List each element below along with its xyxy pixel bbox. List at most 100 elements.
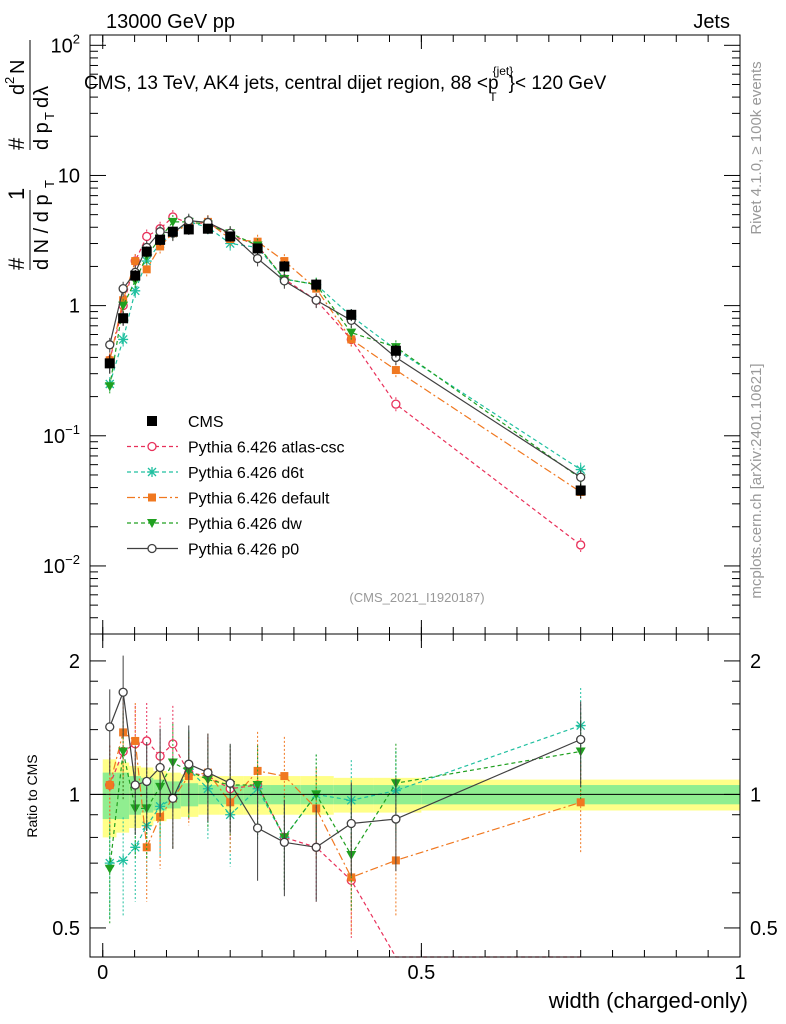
ratio-tick-label-right: 1	[750, 784, 761, 806]
svg-text:1: 1	[4, 188, 29, 200]
legend-label: Pythia 6.426 default	[188, 491, 330, 508]
data-point	[118, 284, 128, 294]
cms-point	[118, 313, 129, 324]
ratio-point	[279, 837, 290, 847]
analysis-watermark: (CMS_2021_I1920187)	[349, 590, 484, 605]
ratio-point	[130, 842, 141, 853]
series-3	[104, 214, 586, 487]
data-point	[118, 301, 129, 311]
legend-label: Pythia 6.426 dw	[188, 516, 302, 533]
legend-entry: Pythia 6.426 atlas-csc	[127, 440, 345, 457]
cms-point	[141, 246, 152, 257]
cms-point	[183, 224, 194, 235]
series-line	[109, 221, 582, 493]
ratio-point	[252, 781, 263, 791]
ratio-point	[155, 762, 165, 773]
svg-text:d: d	[31, 97, 53, 108]
ratio-point	[118, 747, 129, 757]
header-right: Jets	[693, 11, 730, 33]
data-point	[167, 217, 178, 227]
data-point	[575, 464, 586, 475]
y-tick-label: 1	[69, 296, 80, 318]
x-tick-label: 0.5	[407, 962, 435, 984]
series-line	[109, 216, 582, 546]
data-point	[104, 382, 115, 392]
svg-text:T: T	[42, 180, 57, 188]
ratio-line	[109, 740, 581, 958]
ratio-point	[203, 767, 213, 778]
cms-point	[346, 309, 357, 320]
ratio-point	[104, 864, 115, 874]
ratio-tick-label: 1	[69, 784, 80, 806]
data-point	[142, 231, 152, 242]
cms-point	[104, 358, 115, 369]
series-4	[105, 213, 586, 486]
svg-text:N: N	[7, 60, 29, 74]
legend-label: Pythia 6.426 d6t	[188, 465, 304, 482]
ratio-y-axis-label: Ratio to CMS	[24, 754, 40, 837]
data-point	[142, 265, 151, 274]
cms-point	[311, 279, 322, 290]
ratio-plot-frame	[89, 633, 741, 958]
ratio-point	[142, 843, 151, 852]
legend-marker	[147, 441, 157, 452]
ratio-point	[252, 823, 263, 833]
ratio-point	[118, 687, 128, 697]
ratio-point	[576, 798, 585, 807]
data-point	[252, 253, 263, 264]
cms-point	[225, 231, 236, 242]
y-tick-label: 10−2	[43, 552, 80, 578]
ratio-tick-label: 0.5	[52, 918, 80, 940]
cms-point	[279, 261, 290, 272]
series-2	[105, 214, 585, 500]
x-tick-label: 0	[97, 962, 108, 984]
ratio-point	[142, 776, 152, 787]
data-point	[131, 257, 140, 266]
legend-entry: CMS	[147, 414, 224, 431]
svg-text:#: #	[4, 257, 29, 270]
ratio-point	[576, 734, 586, 745]
data-point	[346, 328, 357, 338]
svg-text:d: d	[7, 84, 29, 95]
legend-entry: Pythia 6.426 default	[127, 491, 330, 508]
header-left: 13000 GeV pp	[106, 11, 235, 33]
legend-marker	[147, 467, 157, 477]
ratio-point	[280, 772, 289, 781]
ratio-point	[346, 818, 356, 829]
rivet-label: Rivet 4.1.0, ≥ 100k events	[748, 61, 765, 234]
ratio-series-0	[105, 702, 581, 958]
svg-text:T: T	[42, 112, 57, 120]
data-point	[156, 242, 165, 251]
ratio-band-inner	[102, 772, 117, 820]
x-tick-label: 1	[734, 962, 745, 984]
ratio-point	[184, 759, 194, 769]
data-point	[391, 399, 401, 409]
ratio-point	[391, 814, 401, 824]
ratio-point	[105, 781, 114, 790]
y-tick-label: 10	[58, 165, 80, 187]
cms-point	[167, 226, 178, 237]
legend-label: Pythia 6.426 p0	[188, 542, 299, 559]
ratio-point	[131, 736, 140, 745]
legend-label: Pythia 6.426 atlas-csc	[188, 440, 345, 457]
cms-point	[252, 243, 263, 254]
y-tick-label: 102	[51, 31, 80, 57]
series-line	[109, 219, 582, 478]
data-point	[105, 340, 115, 350]
y-tick-label: 10−1	[43, 422, 80, 448]
series-line	[109, 221, 582, 471]
ratio-point	[168, 793, 178, 803]
y-axis-label: # 1 d N / d p T # d 2 N d p T d λ	[2, 40, 57, 270]
series-line	[109, 221, 582, 479]
data-point	[118, 334, 129, 345]
data-point	[576, 540, 586, 550]
cms-point	[155, 234, 166, 245]
x-axis-label: width (charged-only)	[548, 988, 748, 1013]
ratio-series-4	[105, 655, 586, 902]
chart-title: CMS, 13 TeV, AK4 jets, central dijet reg…	[84, 64, 607, 104]
legend-label: CMS	[188, 414, 224, 431]
legend-marker	[148, 493, 156, 502]
data-point	[155, 227, 165, 237]
svg-text:#: #	[4, 137, 29, 150]
